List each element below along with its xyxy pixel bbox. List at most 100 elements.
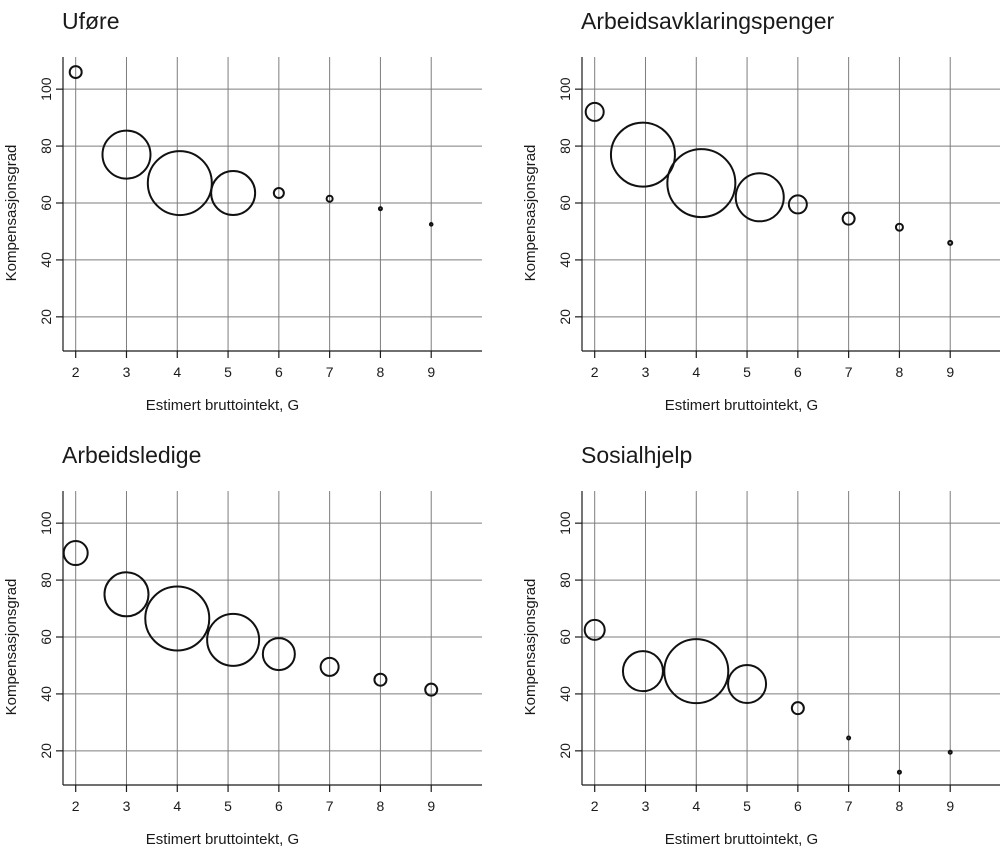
x-axis-label: Estimert bruttointekt, G (665, 397, 818, 414)
x-tick-label: 2 (72, 364, 80, 380)
x-tick-label: 8 (896, 798, 904, 814)
x-tick-label: 4 (692, 798, 700, 814)
data-point-bubble (62, 540, 89, 567)
y-axis-label: Kompensasjonsgrad (522, 579, 539, 716)
data-point-bubble (790, 701, 805, 716)
x-tick-label: 2 (72, 798, 80, 814)
data-point-bubble (734, 172, 785, 223)
y-tick-label: 40 (557, 686, 573, 702)
y-tick-label: 80 (557, 572, 573, 588)
y-tick-label: 100 (557, 77, 573, 101)
y-tick-label: 40 (38, 686, 54, 702)
data-point-bubble (68, 65, 83, 80)
x-tick-label: 6 (794, 798, 802, 814)
x-axis-label: Estimert bruttointekt, G (665, 831, 818, 848)
x-tick-label: 6 (275, 798, 283, 814)
y-axis-label: Kompensasjonsgrad (3, 579, 20, 716)
x-tick-label: 7 (845, 798, 853, 814)
y-tick-label: 20 (557, 743, 573, 759)
x-tick-label: 4 (692, 364, 700, 380)
x-tick-label: 2 (591, 798, 599, 814)
data-point-bubble (319, 656, 340, 677)
x-tick-label: 3 (642, 798, 650, 814)
chart-title: Arbeidsavklaringspenger (581, 8, 835, 34)
data-point-bubble (377, 206, 383, 212)
x-tick-label: 9 (427, 364, 435, 380)
data-point-bubble (146, 150, 213, 217)
data-point-bubble (206, 612, 261, 667)
y-axis-label: Kompensasjonsgrad (522, 145, 539, 282)
x-tick-label: 2 (591, 364, 599, 380)
data-point-bubble (584, 101, 605, 122)
y-axis-label: Kompensasjonsgrad (3, 145, 20, 282)
data-point-bubble (727, 663, 768, 704)
x-tick-label: 4 (173, 798, 181, 814)
y-tick-label: 60 (38, 195, 54, 211)
chart-panel-sosialhjelp: Sosialhjelp 20 40 60 80 100 2 3 4 5 6 7 8 9 Estimert … (519, 434, 1000, 864)
data-point-bubble (210, 170, 257, 217)
x-tick-label: 3 (123, 798, 131, 814)
data-point-bubble (621, 650, 664, 693)
x-tick-label: 3 (642, 364, 650, 380)
x-tick-label: 5 (224, 364, 232, 380)
data-point-bubble (947, 239, 954, 246)
chart-panel-ufore: Uføre 20 40 60 80 100 2 3 4 5 6 7 8 9 Estimert brutto… (0, 0, 500, 430)
x-tick-label: 3 (123, 364, 131, 380)
data-point-bubble (894, 222, 904, 232)
x-tick-label: 4 (173, 364, 181, 380)
y-tick-label: 60 (557, 629, 573, 645)
data-point-bubble (373, 672, 388, 687)
y-tick-label: 40 (38, 252, 54, 268)
y-tick-label: 60 (38, 629, 54, 645)
y-tick-label: 100 (557, 511, 573, 535)
chart-title: Sosialhjelp (581, 442, 693, 468)
y-tick-label: 20 (557, 309, 573, 325)
x-tick-label: 7 (326, 798, 334, 814)
x-tick-label: 9 (427, 798, 435, 814)
data-point-bubble (896, 769, 902, 775)
y-tick-label: 80 (38, 138, 54, 154)
data-point-bubble (428, 222, 434, 227)
chart-panel-arbeidsavklaringspenger: Arbeidsavklaringspenger 20 40 60 80 100 2 3 4 5 6… (519, 0, 1000, 430)
chart-svg: 20 40 60 80 100 2 3 4 5 6 7 8 9 Estimert bruttointekt… (522, 491, 1000, 848)
x-tick-label: 9 (946, 798, 954, 814)
data-point-bubble (261, 637, 296, 672)
data-point-bubble (663, 638, 730, 705)
y-tick-label: 20 (38, 743, 54, 759)
x-tick-label: 5 (743, 798, 751, 814)
y-tick-label: 100 (38, 77, 54, 101)
chart-title: Arbeidsledige (62, 442, 202, 468)
data-point-bubble (144, 585, 211, 652)
y-tick-label: 20 (38, 309, 54, 325)
x-axis-label: Estimert bruttointekt, G (146, 397, 299, 414)
data-point-bubble (583, 618, 606, 641)
data-point-bubble (787, 194, 808, 215)
x-tick-label: 7 (326, 364, 334, 380)
chart-svg: 20 40 60 80 100 2 3 4 5 6 7 8 9 Estimert bruttointekt… (3, 57, 482, 414)
data-point-bubble (846, 735, 852, 741)
x-tick-label: 5 (224, 798, 232, 814)
x-tick-label: 6 (794, 364, 802, 380)
data-point-bubble (424, 682, 439, 697)
chart-svg: 20 40 60 80 100 2 3 4 5 6 7 8 9 Estimert bruttointekt… (3, 491, 482, 848)
y-tick-label: 100 (38, 511, 54, 535)
x-tick-label: 7 (845, 364, 853, 380)
data-point-bubble (666, 148, 737, 219)
chart-panel-arbeidsledige: Arbeidsledige 20 40 60 80 100 2 3 4 5 6 7 8 9 Estimer… (0, 434, 500, 864)
x-tick-label: 6 (275, 364, 283, 380)
x-tick-label: 9 (946, 364, 954, 380)
data-point-bubble (101, 129, 152, 180)
x-tick-label: 8 (896, 364, 904, 380)
y-tick-label: 40 (557, 252, 573, 268)
data-point-bubble (947, 749, 953, 755)
data-point-bubble (103, 571, 150, 618)
x-tick-label: 8 (377, 798, 385, 814)
data-point-bubble (609, 121, 676, 188)
chart-svg: 20 40 60 80 100 2 3 4 5 6 7 8 9 Estimert bruttointekt… (522, 57, 1000, 414)
data-point-bubble (272, 187, 285, 200)
x-axis-label: Estimert bruttointekt, G (146, 831, 299, 848)
y-tick-label: 60 (557, 195, 573, 211)
data-point-bubble (325, 194, 334, 203)
x-tick-label: 5 (743, 364, 751, 380)
data-point-bubble (841, 211, 856, 226)
